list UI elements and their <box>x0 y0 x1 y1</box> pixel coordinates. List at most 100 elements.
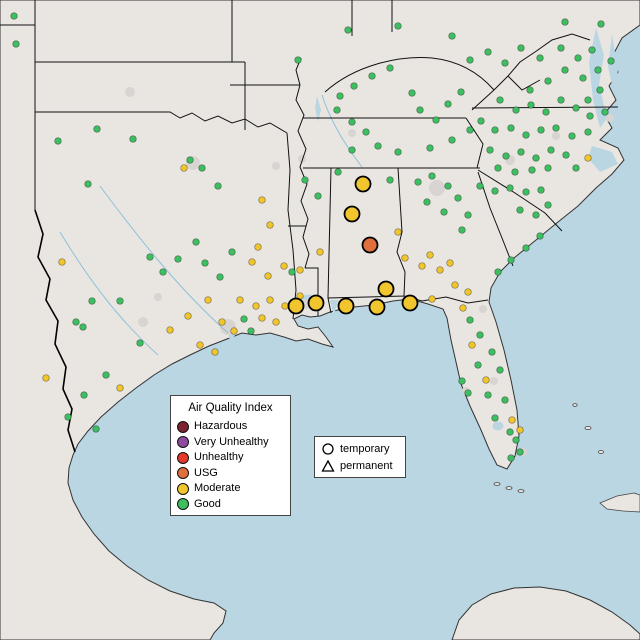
station-marker-good <box>494 164 502 172</box>
station-marker-moderate <box>248 258 256 266</box>
legend-label: Very Unhealthy <box>194 435 269 448</box>
rio-grande-border <box>34 209 76 453</box>
station-marker-good <box>517 148 525 156</box>
station-marker-moderate <box>254 243 262 251</box>
station-marker-good <box>386 64 394 72</box>
moderate-color-swatch-icon <box>177 482 189 495</box>
unhealthy-color-swatch-icon <box>177 451 189 464</box>
aqi-legend: Air Quality Index Hazardous Very Unhealth… <box>170 395 291 516</box>
station-marker-moderate <box>258 196 266 204</box>
station-marker-moderate <box>296 266 304 274</box>
station-marker-good <box>542 108 550 116</box>
station-marker-moderate <box>230 327 238 335</box>
station-marker-good <box>537 186 545 194</box>
station-marker-good <box>64 413 72 421</box>
station-marker-good <box>314 192 322 200</box>
station-marker-moderate <box>280 262 288 270</box>
station-marker-good <box>506 184 514 192</box>
station-marker-good <box>454 194 462 202</box>
station-marker-good <box>198 164 206 172</box>
station-marker-good <box>72 318 80 326</box>
station-marker-good <box>350 82 358 90</box>
legend-item-hazardous: Hazardous <box>177 419 284 435</box>
station-marker-good <box>496 366 504 374</box>
temporary-circle-icon <box>322 442 334 455</box>
temporary-station-marker-usg <box>361 236 379 254</box>
state-borders <box>0 0 619 320</box>
station-marker-good <box>247 327 255 335</box>
station-marker-good <box>572 104 580 112</box>
temporary-station-marker-moderate <box>354 175 372 193</box>
station-marker-good <box>516 448 524 456</box>
station-marker-good <box>374 142 382 150</box>
station-marker-good <box>444 182 452 190</box>
legend-item-good: Good <box>177 497 284 513</box>
stations-layer <box>10 12 615 462</box>
station-marker-good <box>601 108 609 116</box>
legend-label: Unhealthy <box>194 451 244 464</box>
station-marker-good <box>562 151 570 159</box>
station-marker-moderate <box>236 296 244 304</box>
station-marker-moderate <box>272 318 280 326</box>
station-marker-good <box>547 146 555 154</box>
station-marker-moderate <box>394 228 402 236</box>
station-marker-good <box>186 156 194 164</box>
station-marker-good <box>501 59 509 67</box>
hazardous-color-swatch-icon <box>177 420 189 433</box>
station-marker-good <box>423 198 431 206</box>
station-marker-good <box>201 259 209 267</box>
station-marker-good <box>458 226 466 234</box>
station-marker-good <box>448 136 456 144</box>
station-marker-good <box>408 89 416 97</box>
station-marker-moderate <box>426 251 434 259</box>
station-marker-moderate <box>42 374 50 382</box>
station-marker-good <box>214 182 222 190</box>
legend-label: Good <box>194 497 221 510</box>
station-marker-good <box>79 323 87 331</box>
station-marker-good <box>476 331 484 339</box>
station-marker-good <box>491 414 499 422</box>
station-marker-good <box>464 211 472 219</box>
station-marker-moderate <box>281 302 289 310</box>
station-marker-good <box>458 377 466 385</box>
station-marker-moderate <box>116 384 124 392</box>
station-marker-good <box>88 297 96 305</box>
station-marker-good <box>572 164 580 172</box>
station-marker-good <box>146 253 154 261</box>
station-marker-good <box>344 26 352 34</box>
station-marker-good <box>84 180 92 188</box>
station-marker-good <box>507 256 515 264</box>
station-marker-good <box>301 176 309 184</box>
station-marker-good <box>54 137 62 145</box>
station-marker-good <box>552 124 560 132</box>
station-marker-moderate <box>211 348 219 356</box>
very_unhealthy-color-swatch-icon <box>177 436 189 449</box>
legend-item-permanent: permanent <box>321 457 399 474</box>
usg-color-swatch-icon <box>177 467 189 480</box>
station-marker-good <box>426 144 434 152</box>
station-marker-good <box>432 116 440 124</box>
station-marker-moderate <box>196 341 204 349</box>
station-marker-good <box>466 126 474 134</box>
station-marker-good <box>336 92 344 100</box>
station-marker-good <box>496 96 504 104</box>
station-marker-good <box>457 88 465 96</box>
yucatan-landmass <box>451 586 640 640</box>
legend-label: USG <box>194 466 218 479</box>
legend-label: Hazardous <box>194 420 248 433</box>
station-marker-good <box>532 211 540 219</box>
station-marker-good <box>444 100 452 108</box>
temporary-station-marker-moderate <box>343 205 361 223</box>
temporary-station-marker-moderate <box>287 297 305 315</box>
station-marker-moderate <box>184 312 192 320</box>
good-color-swatch-icon <box>177 498 189 511</box>
station-marker-good <box>522 188 530 196</box>
station-marker-moderate <box>58 258 66 266</box>
station-marker-good <box>561 18 569 26</box>
station-marker-good <box>12 40 20 48</box>
station-marker-good <box>557 44 565 52</box>
small-islands <box>493 403 605 493</box>
station-marker-good <box>557 96 565 104</box>
station-marker-good <box>80 391 88 399</box>
station-marker-good <box>527 101 535 109</box>
